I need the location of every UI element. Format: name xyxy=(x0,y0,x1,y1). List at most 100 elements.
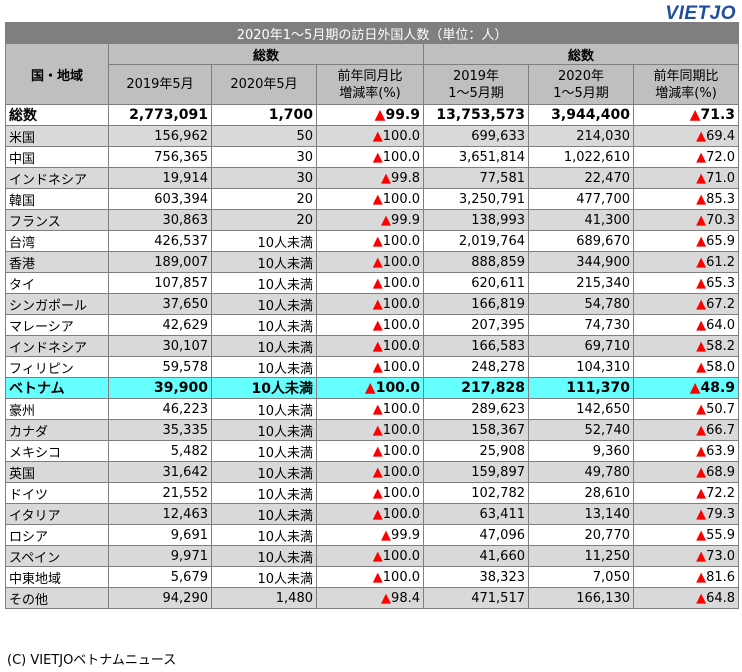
ytd2020-value: 477,700 xyxy=(528,188,634,210)
may-rate-value: ▲100.0 xyxy=(316,503,424,525)
ytd2019-value: 63,411 xyxy=(423,503,529,525)
ytd-rate-value: ▲72.2 xyxy=(632,482,740,504)
ytd2019-value: 248,278 xyxy=(423,356,529,378)
may-rate-value: ▲100.0 xyxy=(316,314,424,336)
ytd-rate-value: ▲67.2 xyxy=(632,293,740,315)
may2020-value: 1,480 xyxy=(211,587,317,609)
table-row: 中国 756,365 30 ▲100.0 3,651,814 1,022,610 ▲72.0 xyxy=(5,146,740,168)
decrease-triangle-icon: ▲ xyxy=(696,233,707,249)
vietjo-logo: VIETJO xyxy=(665,3,736,24)
ytd-rate-value: ▲65.9 xyxy=(632,230,740,252)
table-title: 2020年1～5月期の訪日外国人数（単位：人） xyxy=(4,22,740,44)
ytd2020-value: 214,030 xyxy=(528,125,634,147)
decrease-triangle-icon: ▲ xyxy=(696,401,707,417)
header-ytd2020-line1: 2020年 xyxy=(557,68,605,84)
ytd-rate-value: ▲55.9 xyxy=(632,524,740,546)
may2020-value: 10人未満 xyxy=(211,335,317,357)
rate-text: 99.9 xyxy=(385,107,420,123)
may2020-value: 10人未満 xyxy=(211,230,317,252)
rate-text: 68.9 xyxy=(706,464,736,480)
ytd2020-value: 142,650 xyxy=(528,398,634,420)
rate-text: 100.0 xyxy=(382,401,420,417)
decrease-triangle-icon: ▲ xyxy=(372,548,383,564)
rate-text: 71.0 xyxy=(706,170,736,186)
may2019-value: 189,007 xyxy=(108,251,212,273)
country-name: 英国 xyxy=(5,461,109,483)
may-rate-value: ▲100.0 xyxy=(316,335,424,357)
ytd2019-value: 471,517 xyxy=(423,587,529,609)
may-rate-value: ▲100.0 xyxy=(316,125,424,147)
copyright-footer: (C) VIETJOベトナムニュース xyxy=(7,653,177,668)
may2019-value: 2,773,091 xyxy=(108,104,212,126)
country-name: 豪州 xyxy=(5,398,109,420)
ytd2019-value: 47,096 xyxy=(423,524,529,546)
table-row: インドネシア 19,914 30 ▲99.8 77,581 22,470 ▲71.0 xyxy=(5,167,740,189)
may2019-value: 603,394 xyxy=(108,188,212,210)
may-rate-value: ▲100.0 xyxy=(316,419,424,441)
ytd2019-value: 13,753,573 xyxy=(423,104,529,126)
decrease-triangle-icon: ▲ xyxy=(689,380,701,396)
decrease-triangle-icon: ▲ xyxy=(372,422,383,438)
rate-text: 72.0 xyxy=(706,149,736,165)
decrease-triangle-icon: ▲ xyxy=(372,317,383,333)
ytd2020-value: 22,470 xyxy=(528,167,634,189)
header-may2019: 2019年5月 xyxy=(108,64,212,105)
table-row: 中東地域 5,679 10人未満 ▲100.0 38,323 7,050 ▲81.6 xyxy=(5,566,740,588)
decrease-triangle-icon: ▲ xyxy=(364,380,376,396)
table-row: フランス 30,863 20 ▲99.9 138,993 41,300 ▲70.3 xyxy=(5,209,740,231)
header-may-rate: 前年同月比 増減率(%) xyxy=(316,64,424,105)
ytd2019-value: 888,859 xyxy=(423,251,529,273)
ytd-rate-value: ▲65.3 xyxy=(632,272,740,294)
may-rate-value: ▲100.0 xyxy=(316,251,424,273)
may-rate-value: ▲100.0 xyxy=(316,356,424,378)
ytd2019-value: 699,633 xyxy=(423,125,529,147)
ytd-rate-value: ▲81.6 xyxy=(632,566,740,588)
may2020-value: 30 xyxy=(211,167,317,189)
may2020-value: 1,700 xyxy=(211,104,317,126)
decrease-triangle-icon: ▲ xyxy=(696,317,707,333)
may-rate-value: ▲100.0 xyxy=(316,398,424,420)
may2019-value: 426,537 xyxy=(108,230,212,252)
may2019-value: 30,863 xyxy=(108,209,212,231)
country-name: 中東地域 xyxy=(5,566,109,588)
header-group-may: 総数 xyxy=(108,43,424,65)
may2020-value: 10人未満 xyxy=(211,524,317,546)
ytd2020-value: 1,022,610 xyxy=(528,146,634,168)
decrease-triangle-icon: ▲ xyxy=(696,212,707,228)
rate-text: 79.3 xyxy=(706,506,736,522)
ytd2020-value: 166,130 xyxy=(528,587,634,609)
may2020-value: 50 xyxy=(211,125,317,147)
decrease-triangle-icon: ▲ xyxy=(372,569,383,585)
rate-text: 100.0 xyxy=(382,569,420,585)
may2019-value: 19,914 xyxy=(108,167,212,189)
may-rate-value: ▲100.0 xyxy=(316,461,424,483)
rate-text: 67.2 xyxy=(706,296,736,312)
ytd2019-value: 159,897 xyxy=(423,461,529,483)
header-row: 2019年5月 2020年5月 前年同月比 増減率(%) 2019年 1～5月期 2… xyxy=(6,64,740,105)
country-name: タイ xyxy=(5,272,109,294)
table-row: スペイン 9,971 10人未満 ▲100.0 41,660 11,250 ▲73.0 xyxy=(5,545,740,567)
ytd2020-value: 69,710 xyxy=(528,335,634,357)
may2019-value: 756,365 xyxy=(108,146,212,168)
ytd-rate-value: ▲48.9 xyxy=(632,377,740,399)
ytd-rate-value: ▲66.7 xyxy=(632,419,740,441)
rate-text: 64.8 xyxy=(706,590,736,606)
may2020-value: 10人未満 xyxy=(211,272,317,294)
ytd2019-value: 207,395 xyxy=(423,314,529,336)
decrease-triangle-icon: ▲ xyxy=(696,359,707,375)
ytd2020-value: 52,740 xyxy=(528,419,634,441)
rate-text: 50.7 xyxy=(706,401,736,417)
ytd2019-value: 620,611 xyxy=(423,272,529,294)
rate-text: 58.0 xyxy=(706,359,736,375)
decrease-triangle-icon: ▲ xyxy=(372,254,383,270)
may-rate-value: ▲100.0 xyxy=(316,230,424,252)
header-ytd2020-line2: 1～5月期 xyxy=(553,85,609,101)
ytd2019-value: 38,323 xyxy=(423,566,529,588)
ytd2020-value: 7,050 xyxy=(528,566,634,588)
rate-text: 100.0 xyxy=(382,233,420,249)
rate-text: 100.0 xyxy=(382,359,420,375)
header-ytd2019: 2019年 1～5月期 xyxy=(423,64,529,105)
country-name: マレーシア xyxy=(5,314,109,336)
table-row: その他 94,290 1,480 ▲98.4 471,517 166,130 ▲64.8 xyxy=(5,587,740,609)
may2019-value: 107,857 xyxy=(108,272,212,294)
